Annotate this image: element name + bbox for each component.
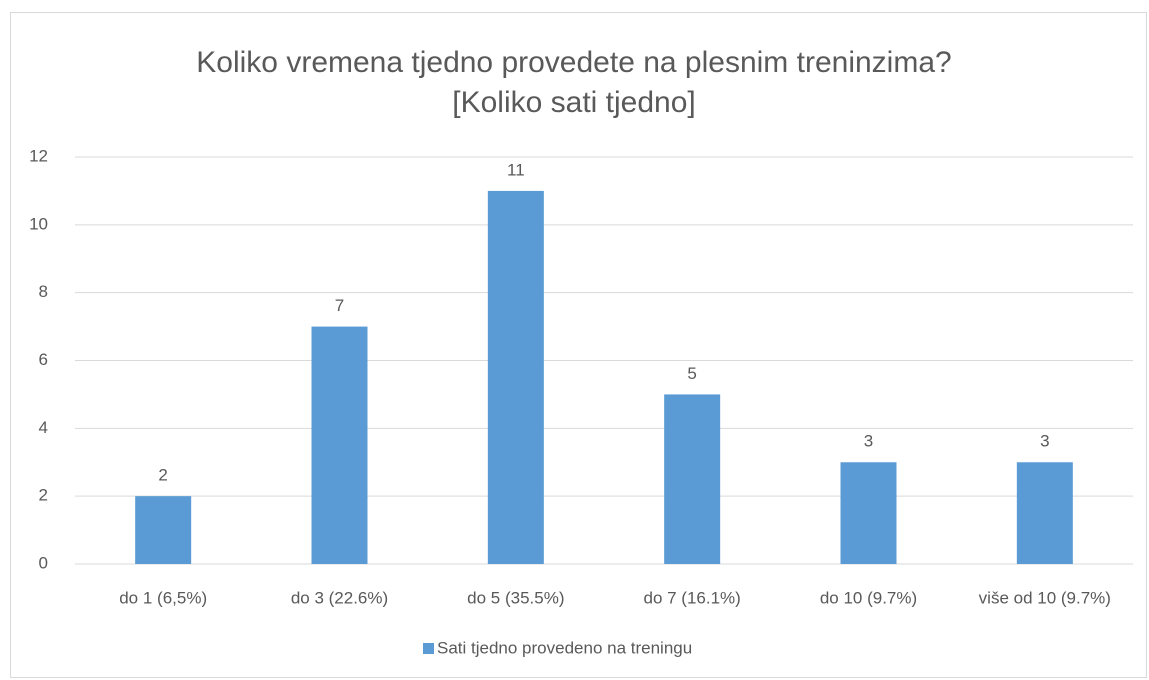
data-label: 5 bbox=[687, 364, 696, 383]
x-tick-label: do 5 (35.5%) bbox=[467, 588, 564, 607]
bar bbox=[664, 394, 721, 564]
chart-frame bbox=[10, 12, 1147, 678]
chart-subtitle: [Koliko sati tjedno] bbox=[452, 86, 695, 119]
y-tick-label: 0 bbox=[39, 553, 48, 572]
y-tick-label: 10 bbox=[29, 214, 48, 233]
bar bbox=[135, 496, 192, 564]
data-label: 3 bbox=[1040, 432, 1049, 451]
y-tick-label: 6 bbox=[39, 350, 48, 369]
bar bbox=[840, 462, 897, 564]
bar bbox=[487, 190, 544, 564]
x-tick-label: do 7 (16.1%) bbox=[643, 588, 740, 607]
data-label: 11 bbox=[507, 160, 525, 179]
legend-swatch bbox=[423, 643, 434, 654]
data-label: 7 bbox=[335, 296, 344, 315]
y-tick-label: 8 bbox=[39, 282, 48, 301]
bar bbox=[311, 326, 368, 564]
x-tick-label: do 1 (6,5%) bbox=[119, 588, 207, 607]
x-tick-label: do 3 (22.6%) bbox=[291, 588, 388, 607]
x-tick-label: više od 10 (9.7%) bbox=[979, 588, 1111, 607]
bar bbox=[1016, 462, 1073, 564]
data-label: 3 bbox=[864, 432, 873, 451]
x-tick-label: do 10 (9.7%) bbox=[820, 588, 917, 607]
legend-label: Sati tjedno provedeno na treningu bbox=[437, 638, 692, 657]
y-tick-label: 12 bbox=[29, 146, 48, 165]
data-label: 2 bbox=[158, 466, 167, 485]
chart-title: Koliko vremena tjedno provedete na plesn… bbox=[196, 46, 951, 79]
y-tick-label: 4 bbox=[39, 418, 48, 437]
y-tick-label: 2 bbox=[39, 486, 48, 505]
